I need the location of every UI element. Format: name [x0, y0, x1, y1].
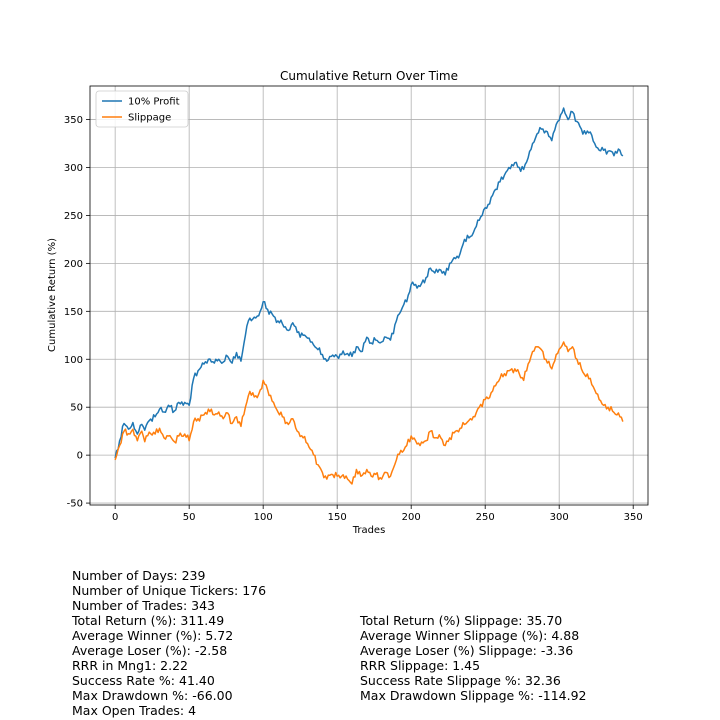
axis-ticks: 0 50 100 150 200 250 300 350 -50 0 50 100 150 200 250 3…: [64, 115, 643, 523]
stat-max-drawdown: Max Drawdown %: -66.00: [72, 688, 233, 703]
stat-rrr-slippage: RRR Slippage: 1.45: [360, 658, 481, 673]
legend-label: Slippage: [128, 113, 171, 124]
stat-success-rate-slippage: Success Rate Slippage %: 32.36: [360, 673, 561, 688]
y-tick-label: 200: [64, 259, 83, 270]
stats-left-column: Number of Days: 239 Number of Unique Tic…: [72, 568, 266, 718]
stat-number-of-days: Number of Days: 239: [72, 568, 206, 583]
stat-max-open-trades: Max Open Trades: 4: [72, 703, 197, 718]
x-tick-label: 250: [476, 512, 495, 523]
stat-average-loser-slippage: Average Loser (%) Slippage: -3.36: [360, 643, 574, 658]
x-axis-label: Trades: [352, 525, 386, 536]
series-line-profit: [114, 107, 624, 459]
y-tick-label: 300: [64, 163, 83, 174]
x-tick-label: 50: [183, 512, 196, 523]
stat-average-loser: Average Loser (%): -2.58: [72, 643, 228, 658]
x-tick-label: 0: [112, 512, 118, 523]
series-line-slippage: [114, 341, 624, 485]
stat-max-drawdown-slippage: Max Drawdown Slippage %: -114.92: [360, 688, 587, 703]
x-tick-label: 100: [254, 512, 273, 523]
y-axis-label: Cumulative Return (%): [47, 238, 58, 352]
y-tick-label: 100: [64, 355, 83, 366]
x-tick-label: 350: [624, 512, 643, 523]
stats-right-column: Total Return (%) Slippage: 35.70 Average…: [360, 613, 586, 703]
y-tick-label: 150: [64, 307, 83, 318]
legend-label: 10% Profit: [128, 97, 180, 108]
cumulative-return-chart: 0 50 100 150 200 250 300 350 -50 0 50 100 150 200 250 3…: [47, 69, 649, 536]
stat-number-of-trades: Number of Trades: 343: [72, 598, 215, 613]
plot-area-frame: [89, 85, 649, 506]
x-tick-label: 200: [402, 512, 421, 523]
stat-rrr: RRR in Mng1: 2.22: [72, 658, 189, 673]
chart-title: Cumulative Return Over Time: [280, 69, 458, 83]
y-tick-label: -50: [67, 499, 83, 510]
x-tick-label: 150: [328, 512, 347, 523]
stat-total-return-slippage: Total Return (%) Slippage: 35.70: [360, 613, 563, 628]
grid-lines: [90, 86, 648, 505]
legend-box: [95, 90, 189, 128]
y-tick-label: 50: [70, 403, 83, 414]
stat-unique-tickers: Number of Unique Tickers: 176: [72, 583, 267, 598]
series-lines: [114, 107, 624, 485]
legend: 10% Profit Slippage: [95, 90, 189, 128]
y-tick-label: 350: [64, 115, 83, 126]
stat-average-winner-slippage: Average Winner Slippage (%): 4.88: [360, 628, 580, 643]
y-tick-label: 0: [77, 451, 83, 462]
x-tick-label: 300: [550, 512, 569, 523]
stat-success-rate: Success Rate %: 41.40: [72, 673, 215, 688]
stat-average-winner: Average Winner (%): 5.72: [72, 628, 234, 643]
y-tick-label: 250: [64, 211, 83, 222]
stat-total-return: Total Return (%): 311.49: [72, 613, 225, 628]
